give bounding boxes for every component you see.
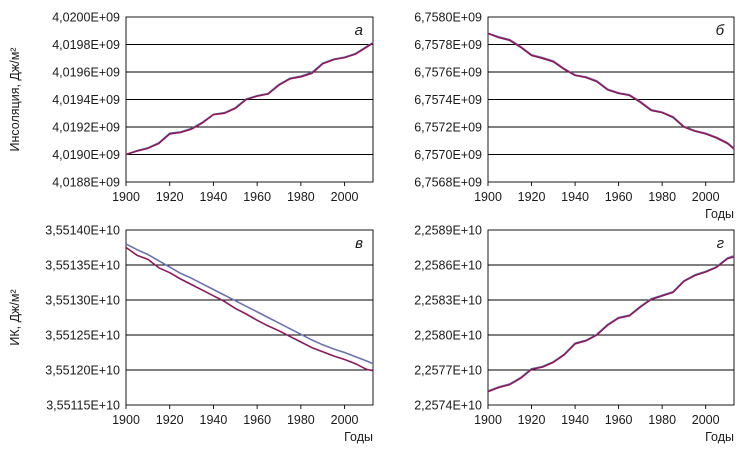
y-axis-title: ИК, Дж/м²: [8, 289, 22, 345]
y-tick-label: 3,55115E+10: [46, 399, 120, 413]
y-tick-label: 6,7578E+09: [414, 38, 482, 52]
x-tick-label: 1920: [156, 190, 184, 204]
panel-letter: г: [717, 235, 725, 252]
x-tick-label: 1900: [474, 413, 502, 427]
y-tick-label: 3,55130E+10: [45, 294, 120, 308]
x-tick-label: 1960: [605, 190, 633, 204]
y-tick-label: 6,7576E+09: [414, 66, 482, 80]
y-tick-label: 6,7570E+09: [414, 148, 482, 162]
y-tick-label: 3,55120E+10: [45, 364, 120, 378]
x-tick-label: 2000: [331, 413, 359, 427]
y-tick-label: 2,2577E+10: [414, 364, 482, 378]
x-tick-label: 1980: [287, 413, 315, 427]
x-tick-label: 1940: [200, 413, 228, 427]
y-tick-label: 3,55135E+10: [45, 259, 120, 273]
series-line: [125, 42, 374, 156]
y-tick-label: 3,55140E+10: [45, 224, 120, 238]
y-tick-label: 6,7580E+09: [414, 11, 482, 25]
x-tick-label: 1920: [518, 190, 546, 204]
x-axis-title: Годы: [705, 207, 734, 221]
x-tick-label: 1980: [648, 413, 676, 427]
x-tick-label: 2000: [331, 190, 359, 204]
x-tick-label: 1900: [112, 413, 140, 427]
series-line: [125, 243, 374, 365]
y-tick-label: 4,0192E+09: [52, 121, 120, 135]
y-tick-label: 6,7572E+09: [414, 121, 482, 135]
x-tick-label: 1940: [561, 190, 589, 204]
x-tick-label: 2000: [692, 413, 720, 427]
y-tick-label: 4,0190E+09: [52, 148, 120, 162]
x-tick-label: 1920: [518, 413, 546, 427]
x-tick-label: 1960: [243, 413, 271, 427]
x-tick-label: 1960: [243, 190, 271, 204]
x-axis-title: Годы: [705, 430, 734, 444]
panel-letter: б: [716, 22, 725, 39]
y-tick-label: 2,2586E+10: [414, 259, 482, 273]
y-axis-title: Инсоляция, Дж/м²: [8, 48, 22, 152]
y-tick-label: 4,0198E+09: [52, 38, 120, 52]
series-line: [487, 32, 735, 150]
y-tick-label: 4,0196E+09: [52, 66, 120, 80]
x-tick-label: 1940: [200, 190, 228, 204]
x-tick-label: 2000: [692, 190, 720, 204]
x-tick-label: 1980: [648, 190, 676, 204]
y-tick-label: 2,2574E+10: [414, 399, 482, 413]
y-tick-label: 6,7574E+09: [414, 93, 482, 107]
panel-letter: а: [355, 22, 363, 39]
y-tick-label: 3,55125E+10: [45, 329, 120, 343]
y-tick-label: 2,2589E+10: [414, 224, 482, 238]
plot-frame: [125, 229, 374, 406]
x-tick-label: 1900: [112, 190, 140, 204]
series-line: [125, 246, 374, 372]
y-tick-label: 2,2583E+10: [414, 294, 482, 308]
x-tick-label: 1900: [474, 190, 502, 204]
y-tick-label: 2,2580E+10: [414, 329, 482, 343]
y-tick-label: 4,0188E+09: [52, 176, 120, 190]
x-tick-label: 1980: [287, 190, 315, 204]
x-tick-label: 1940: [561, 413, 589, 427]
y-tick-label: 6,7568E+09: [414, 176, 482, 190]
x-tick-label: 1960: [605, 413, 633, 427]
x-tick-label: 1920: [156, 413, 184, 427]
series-line: [487, 256, 735, 393]
plot-frame: [487, 229, 735, 406]
panel-letter: в: [355, 235, 363, 252]
x-axis-title: Годы: [344, 430, 373, 444]
y-tick-label: 4,0200E+09: [52, 11, 120, 25]
y-tick-label: 4,0194E+09: [52, 93, 120, 107]
